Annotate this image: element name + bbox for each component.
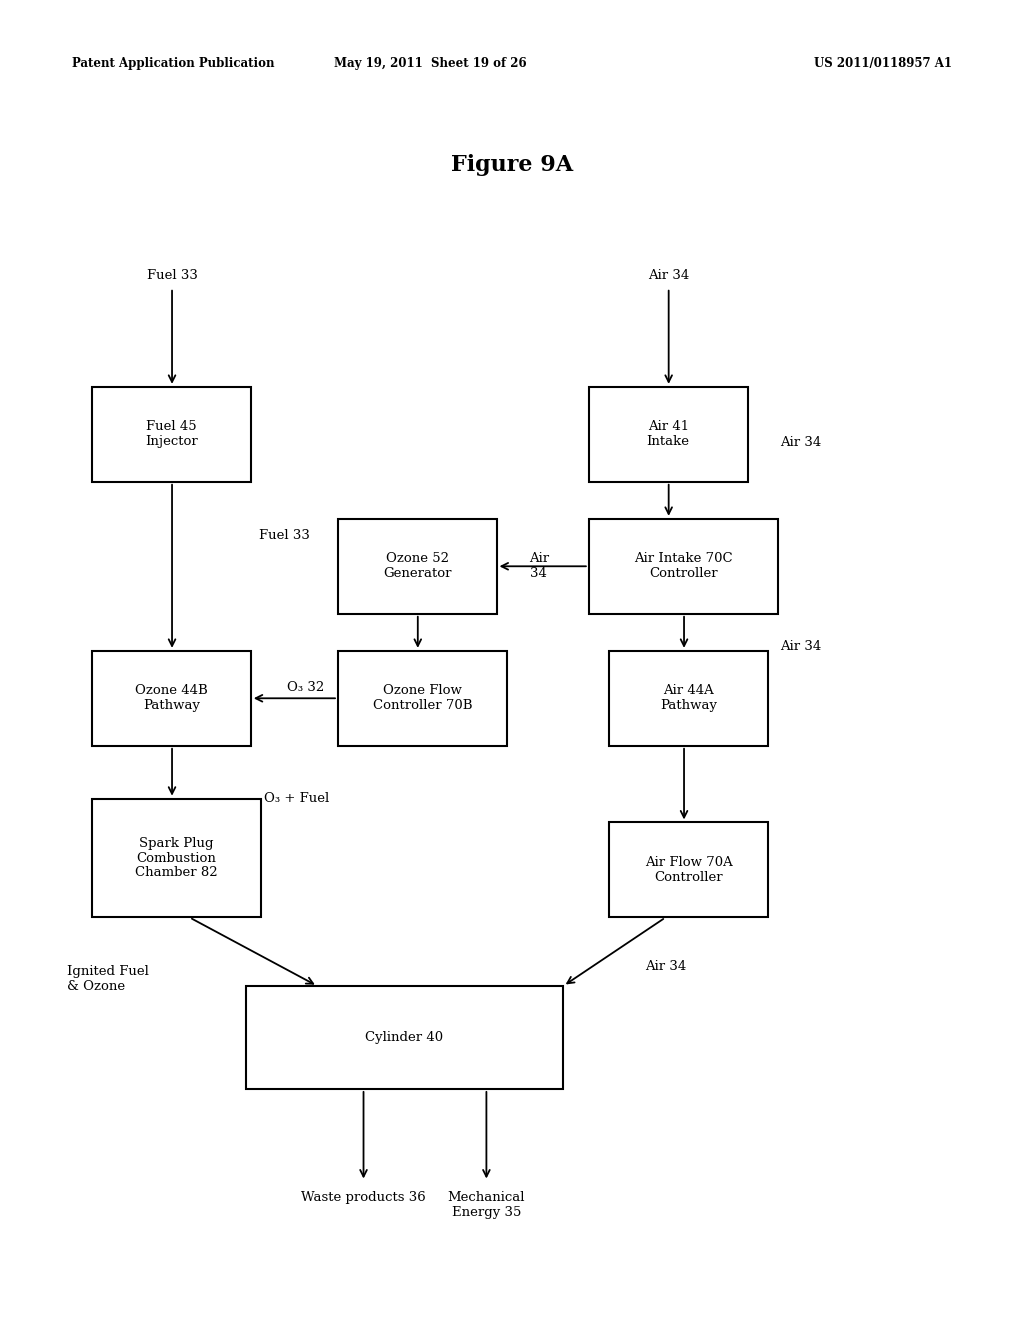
Text: Air 34: Air 34 (645, 960, 686, 973)
Text: Air Intake 70C
Controller: Air Intake 70C Controller (634, 552, 733, 581)
Text: Air 34: Air 34 (780, 640, 821, 653)
Text: Air 44A
Pathway: Air 44A Pathway (660, 684, 717, 713)
Bar (92, 651, 251, 746)
Text: Spark Plug
Combustion
Chamber 82: Spark Plug Combustion Chamber 82 (135, 837, 218, 879)
Text: Air
34: Air 34 (528, 552, 549, 581)
Text: Fuel 45
Injector: Fuel 45 Injector (145, 420, 198, 449)
Text: Air 34: Air 34 (648, 269, 689, 282)
Text: Cylinder 40: Cylinder 40 (366, 1031, 443, 1044)
Text: Air 41
Intake: Air 41 Intake (647, 420, 689, 449)
Text: Air Flow 70A
Controller: Air Flow 70A Controller (645, 855, 732, 884)
Bar (246, 986, 563, 1089)
Text: O₃ + Fuel: O₃ + Fuel (264, 792, 330, 805)
Text: Fuel 33: Fuel 33 (146, 269, 198, 282)
Text: Mechanical
Energy 35: Mechanical Energy 35 (447, 1191, 525, 1218)
Bar (338, 651, 507, 746)
Bar (92, 387, 251, 482)
Text: O₃ 32: O₃ 32 (287, 681, 324, 694)
Bar (609, 651, 768, 746)
Bar (92, 799, 261, 917)
Bar (589, 519, 778, 614)
Bar (609, 822, 768, 917)
Text: Ozone 52
Generator: Ozone 52 Generator (383, 552, 452, 581)
Text: Ignited Fuel
& Ozone: Ignited Fuel & Ozone (67, 965, 148, 994)
Text: Patent Application Publication: Patent Application Publication (72, 57, 274, 70)
Text: US 2011/0118957 A1: US 2011/0118957 A1 (814, 57, 952, 70)
Text: Ozone Flow
Controller 70B: Ozone Flow Controller 70B (373, 684, 472, 713)
Text: Fuel 33: Fuel 33 (259, 529, 310, 543)
Text: Ozone 44B
Pathway: Ozone 44B Pathway (135, 684, 208, 713)
Bar (589, 387, 748, 482)
Text: Air 34: Air 34 (780, 436, 821, 449)
Text: Waste products 36: Waste products 36 (301, 1191, 426, 1204)
Text: May 19, 2011  Sheet 19 of 26: May 19, 2011 Sheet 19 of 26 (334, 57, 526, 70)
Text: Figure 9A: Figure 9A (451, 154, 573, 176)
Bar (338, 519, 497, 614)
